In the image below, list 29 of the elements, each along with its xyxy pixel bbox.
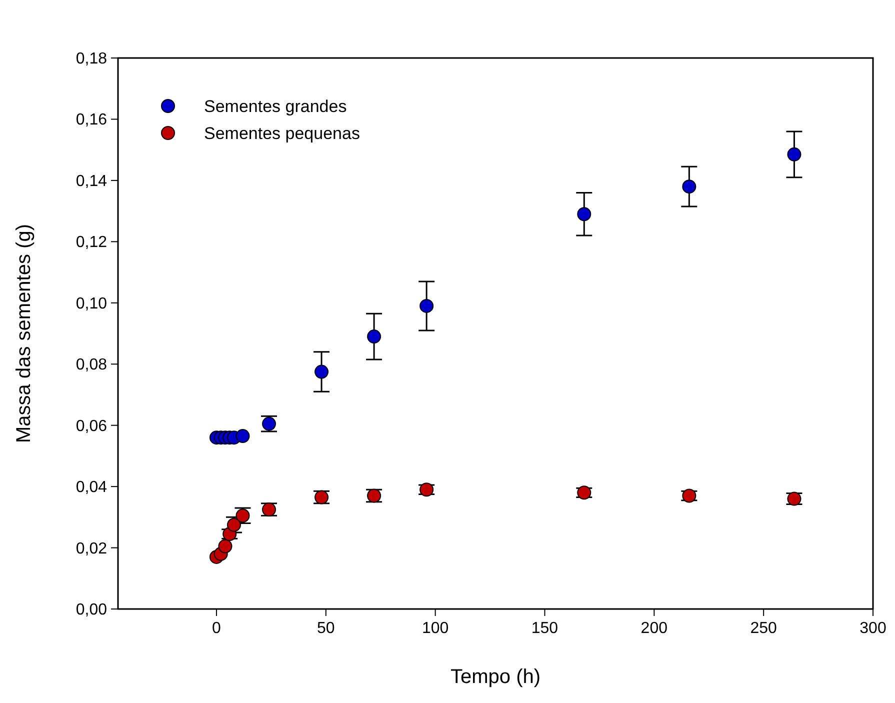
point [314,364,329,379]
point [577,207,592,222]
y-tick-label: 0,12 [76,234,108,252]
x-tick-label: 100 [422,620,449,637]
legend-label: Sementes grandes [204,97,347,116]
y-tick-label: 0,14 [76,172,108,190]
y-tick-label: 0,18 [76,50,108,68]
y-tick-label: 0,00 [76,602,108,618]
x-tick-label: 250 [750,620,778,637]
y-axis-title: Massa das sementes (g) [13,224,35,443]
legend-label: Sementes pequenas [204,124,360,143]
y-tick-label: 0,10 [76,295,108,312]
x-tick-label: 300 [860,620,886,637]
point [420,298,434,313]
y-tick-label: 0,16 [76,112,108,129]
x-tick-label: 0 [212,620,222,637]
y-tick-label: 0,08 [76,356,108,374]
point [218,539,232,554]
x-tick-label: 200 [640,620,668,637]
x-tick-label: 50 [317,620,335,637]
point [367,330,382,344]
y-tick-label: 0,06 [76,418,108,435]
x-tick-label: 150 [531,620,558,637]
x-axis-title: Tempo (h) [450,666,541,688]
point [236,429,250,444]
y-tick-label: 0,02 [76,540,108,558]
y-tick-label: 0,04 [76,479,108,496]
point [682,180,696,194]
point [787,147,802,162]
